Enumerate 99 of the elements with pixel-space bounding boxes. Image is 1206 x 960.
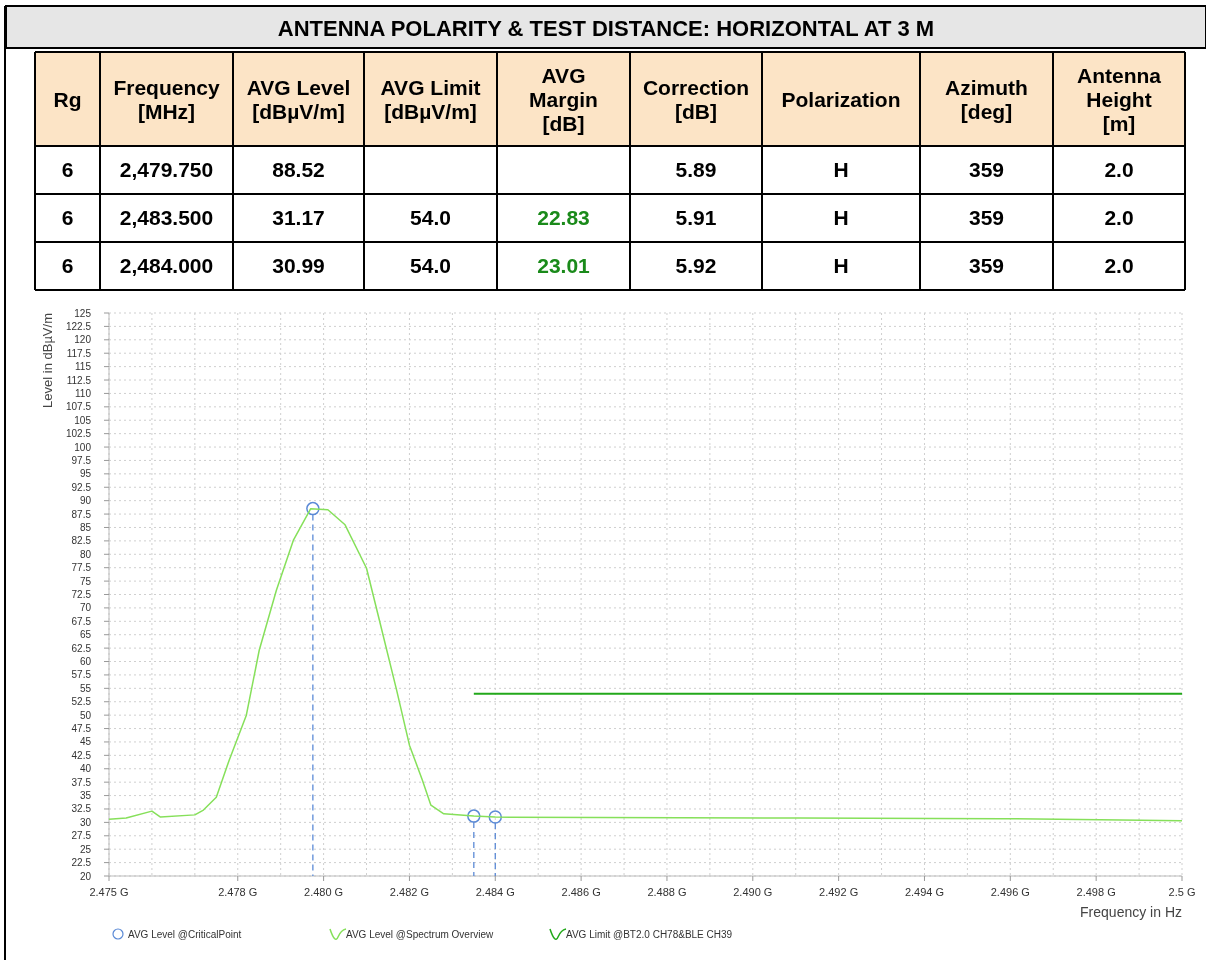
text: 54.0 bbox=[410, 206, 451, 229]
x-tick-label: 2.496 G bbox=[990, 886, 1030, 898]
category-label: Azimuth [deg] bbox=[945, 76, 1028, 123]
x-tick-label: 2.486 G bbox=[561, 886, 601, 898]
legend-label: AVG Level @Spectrum Overview bbox=[346, 929, 495, 940]
y-tick-label: 20 bbox=[79, 870, 92, 882]
y-tick-label: 35 bbox=[79, 790, 92, 802]
y-tick-label: 95 bbox=[79, 468, 92, 480]
y-tick-label: 70 bbox=[79, 602, 92, 614]
text: 2,484.000 bbox=[119, 254, 214, 277]
y-tick-label: 32.5 bbox=[71, 803, 92, 815]
y-tick-label: 22.5 bbox=[71, 857, 92, 869]
text: 23.01 bbox=[537, 254, 590, 277]
category-label: Frequency [MHz] bbox=[113, 76, 220, 123]
y-tick-label: 60 bbox=[79, 656, 92, 668]
text: 2.0 bbox=[1104, 158, 1134, 181]
y-tick-label: 122.5 bbox=[65, 320, 92, 332]
y-tick-label: 102.5 bbox=[65, 428, 92, 440]
text: H bbox=[833, 158, 849, 181]
y-tick-label: 75 bbox=[79, 575, 92, 587]
legend-label: AVG Level @CriticalPoint bbox=[128, 929, 242, 940]
category-label: AVG Limit [dBµV/m] bbox=[380, 76, 481, 123]
x-tick-label: 2.478 G bbox=[218, 886, 258, 898]
x-tick-label: 2.492 G bbox=[819, 886, 859, 898]
y-axis-title: Level in dBµV/m bbox=[40, 313, 55, 408]
x-axis-title: Frequency in Hz bbox=[1080, 904, 1182, 920]
y-tick-label: 105 bbox=[74, 414, 92, 426]
text: 5.92 bbox=[675, 254, 717, 277]
y-tick-label: 55 bbox=[79, 682, 92, 694]
x-tick-label: 2.482 G bbox=[389, 886, 430, 898]
text: 2.0 bbox=[1104, 254, 1134, 277]
y-tick-label: 85 bbox=[79, 521, 92, 533]
category-label: Rg bbox=[53, 88, 82, 111]
y-tick-label: 82.5 bbox=[71, 535, 92, 547]
point bbox=[467, 809, 481, 823]
text: 2.0 bbox=[1104, 206, 1134, 229]
y-tick-label: 97.5 bbox=[71, 454, 92, 466]
x-tick-label: 2.484 G bbox=[475, 886, 515, 898]
category-label: Correction [dB] bbox=[642, 76, 750, 123]
x-tick-label: 2.475 G bbox=[89, 886, 129, 898]
y-tick-label: 120 bbox=[74, 334, 92, 346]
y-tick-label: 27.5 bbox=[71, 830, 92, 842]
text: ANTENNA POLARITY & TEST DISTANCE: HORIZONTAL AT 3 M bbox=[277, 16, 935, 41]
text: H bbox=[833, 206, 849, 229]
y-tick-label: 25 bbox=[79, 843, 92, 855]
y-tick-label: 125 bbox=[74, 307, 92, 319]
y-tick-label: 72.5 bbox=[71, 589, 92, 600]
x-tick-label: 2.480 G bbox=[304, 886, 344, 898]
point bbox=[488, 810, 503, 824]
text: 5.91 bbox=[675, 206, 717, 229]
point bbox=[306, 501, 320, 516]
text: 359 bbox=[968, 254, 1005, 277]
x-tick-label: 2.494 G bbox=[904, 886, 945, 898]
y-tick-label: 47.5 bbox=[71, 723, 92, 735]
y-tick-label: 52.5 bbox=[71, 696, 92, 708]
text: 22.83 bbox=[537, 206, 590, 229]
text: H bbox=[833, 254, 849, 277]
text: 31.17 bbox=[272, 206, 325, 229]
text: 359 bbox=[968, 158, 1005, 181]
y-tick-label: 80 bbox=[79, 548, 92, 560]
text: 88.52 bbox=[272, 158, 325, 181]
y-tick-label: 110 bbox=[75, 387, 92, 399]
y-tick-label: 42.5 bbox=[71, 749, 92, 761]
category-label: Antenna Height [m] bbox=[1077, 64, 1162, 135]
text: 6 bbox=[61, 206, 74, 229]
text: 30.99 bbox=[272, 254, 325, 277]
text: 2,483.500 bbox=[119, 206, 214, 229]
y-tick-label: 45 bbox=[79, 736, 92, 748]
x-tick-label: 2.498 G bbox=[1076, 886, 1116, 898]
category-label: AVG Margin [dB] bbox=[529, 64, 598, 135]
y-tick-label: 57.5 bbox=[71, 669, 92, 681]
x-tick-label: 2.5 G bbox=[1168, 886, 1196, 898]
y-tick-label: 107.5 bbox=[65, 401, 92, 413]
y-tick-label: 87.5 bbox=[71, 508, 92, 520]
category-label: Polarization bbox=[781, 88, 901, 111]
legend-label: AVG Limit @BT2.0 CH78&BLE CH39 bbox=[566, 929, 733, 940]
text: 6 bbox=[61, 158, 74, 181]
y-tick-label: 67.5 bbox=[71, 615, 92, 627]
y-tick-label: 50 bbox=[79, 709, 92, 721]
text: 2,479.750 bbox=[119, 158, 214, 181]
x-tick-label: 2.490 G bbox=[733, 886, 773, 898]
text: 359 bbox=[968, 206, 1005, 229]
y-tick-label: 37.5 bbox=[71, 776, 92, 788]
y-tick-label: 40 bbox=[79, 763, 92, 775]
y-tick-label: 90 bbox=[79, 495, 92, 507]
y-tick-label: 92.5 bbox=[71, 481, 92, 493]
y-tick-label: 30 bbox=[79, 816, 92, 828]
y-tick-label: 100 bbox=[74, 441, 92, 453]
text: 6 bbox=[61, 254, 74, 277]
y-tick-label: 77.5 bbox=[71, 562, 92, 574]
y-tick-label: 62.5 bbox=[71, 642, 92, 654]
text: 54.0 bbox=[410, 254, 451, 277]
y-tick-label: 115 bbox=[75, 361, 92, 373]
y-tick-label: 65 bbox=[79, 629, 92, 641]
y-tick-label: 112.5 bbox=[66, 374, 92, 386]
x-tick-label: 2.488 G bbox=[647, 886, 687, 898]
text: 5.89 bbox=[675, 158, 717, 181]
y-tick-label: 117.5 bbox=[66, 347, 92, 359]
category-label: AVG Level [dBµV/m] bbox=[246, 76, 351, 123]
